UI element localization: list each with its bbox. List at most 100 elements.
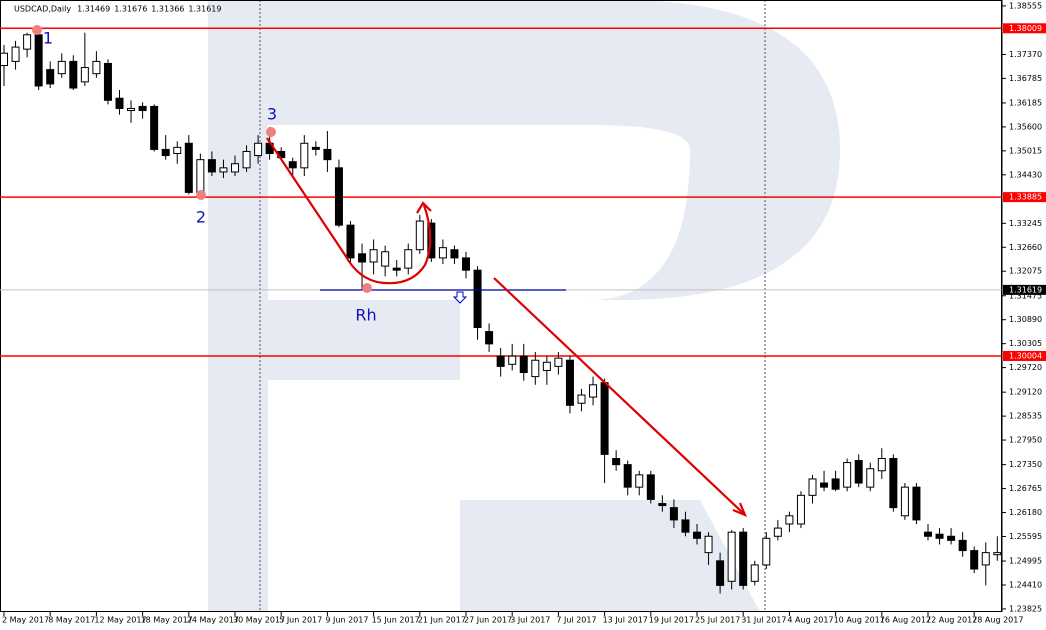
candle-body [358,253,367,263]
candle-body [750,564,759,582]
price-level-label: 1.30004 [1009,351,1042,360]
x-tick-label: 21 Jun 2017 [418,616,466,625]
x-tick-label: 18 May 2017 [141,616,193,625]
trend-arrow [493,277,744,514]
price-axis-bg [1002,0,1046,630]
watermark-leg [460,500,760,612]
chart-title: USDCAD,Daily [14,5,71,14]
annotation: 3 [267,105,277,124]
y-tick-label: 1.27950 [1009,436,1042,445]
candle-body [970,550,979,570]
x-tick-label: 28 Aug 2017 [972,616,1023,625]
candle-body [254,142,263,157]
candle-body [138,105,147,112]
candle-body [716,560,725,586]
watermark-bowl [268,0,840,380]
candle-body [565,359,574,406]
candle-body [831,478,840,490]
candle-body [866,468,875,488]
candle-body [231,163,239,173]
y-tick-label: 1.34430 [1009,170,1042,179]
candle-body [843,462,852,488]
candle-body [796,494,805,525]
x-tick-label: 5 Jun 2017 [279,616,322,625]
y-tick-label: 1.25595 [1009,532,1042,541]
candle-body [346,224,355,259]
candle-body [554,357,563,367]
y-tick-label: 1.35600 [1009,122,1042,131]
x-tick-label: 30 May 2017 [233,616,285,625]
y-tick-label: 1.30305 [1009,339,1042,348]
y-tick-label: 1.37370 [1009,50,1042,59]
x-tick-label: 22 Aug 2017 [926,616,977,625]
candle-body [127,107,136,112]
x-tick-label: 12 May 2017 [94,616,146,625]
y-tick-label: 1.36185 [1009,98,1042,107]
y-tick-label: 1.27350 [1009,460,1042,469]
y-tick-label: 1.26180 [1009,508,1042,517]
candle-body [531,359,540,378]
candle-body [115,97,124,109]
header-value: 1.31469 [77,5,110,14]
x-tick-label: 7 Jul 2017 [556,616,596,625]
candle-body [935,533,944,539]
candle-body [450,249,459,259]
candle-body [877,457,886,472]
header-value: 1.31619 [188,5,221,14]
candle-body [69,60,78,89]
candle-body [924,531,932,537]
candle-body [589,384,598,398]
price-level-box [1003,284,1046,295]
price-level-box [1003,23,1046,34]
point-marker [266,127,276,137]
point-marker [362,283,372,293]
y-tick-label: 1.32660 [1009,243,1042,252]
price-level-label: 1.31619 [1009,285,1042,294]
candle-body [727,531,736,582]
y-tick-label: 1.26765 [1009,484,1042,493]
candle-body [11,46,20,62]
candle-body [46,69,55,85]
candle-body [704,535,713,554]
candle-body [334,167,343,226]
x-tick-label: 10 Aug 2017 [834,616,885,625]
point-marker [32,25,42,35]
x-tick-label: 3 Jul 2017 [510,616,550,625]
price-level-box [1003,350,1046,361]
y-tick-label: 1.24410 [1009,580,1042,589]
annotation: 2 [196,208,206,227]
candle-body [462,257,470,271]
candle-body [912,486,921,521]
y-tick-label: 1.36785 [1009,74,1042,83]
x-tick-label: 2 May 2017 [2,616,49,625]
candle-body [311,146,320,150]
y-tick-label: 1.23825 [1009,604,1042,613]
annotation: Rh [355,306,376,325]
candle-body [438,247,447,259]
arrow-head [732,502,748,518]
candle-body [485,331,494,345]
candle-body [820,482,829,488]
candle-body [577,394,586,404]
candle-body [658,503,667,507]
candle-body [392,267,401,271]
y-tick-label: 1.38555 [1009,1,1042,10]
header-value: 1.31676 [114,5,147,14]
candle-body [473,269,482,328]
x-tick-label: 15 Jun 2017 [372,616,420,625]
candle-body [785,515,794,525]
candle-body [219,167,228,173]
candle-body [669,507,678,521]
candle-body [496,355,505,367]
candle-body [80,67,89,83]
candle-body [993,552,1002,556]
candle-body [381,251,390,267]
watermark-stem [208,0,268,612]
x-tick-label: 27 Jun 2017 [464,616,512,625]
candle-body [300,142,309,169]
candle-body [808,478,817,496]
candle-body [207,159,216,173]
candle-body [635,474,644,488]
x-tick-label: 9 Jun 2017 [325,616,368,625]
